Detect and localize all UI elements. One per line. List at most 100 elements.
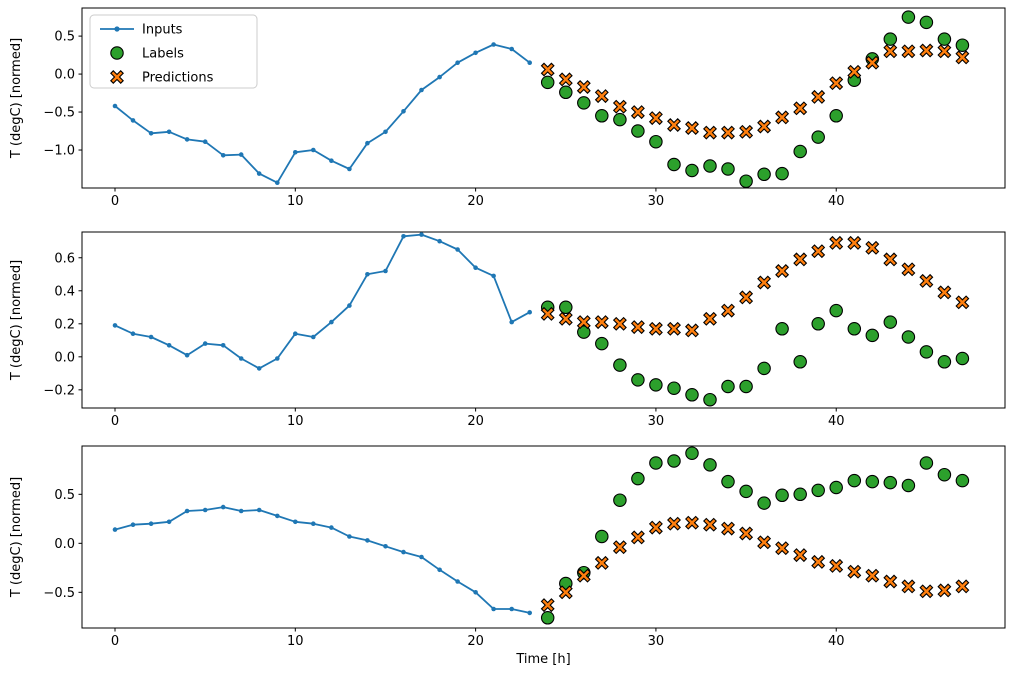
labels-marker bbox=[775, 488, 789, 503]
predictions-marker bbox=[576, 80, 591, 94]
predictions-marker bbox=[612, 316, 627, 331]
x-tick-label: 20 bbox=[467, 414, 484, 429]
inputs-marker bbox=[220, 504, 226, 510]
labels-marker bbox=[955, 351, 970, 366]
legend-item-label: Inputs bbox=[142, 23, 183, 38]
labels-marker bbox=[631, 471, 645, 486]
inputs-marker bbox=[491, 273, 496, 279]
labels-marker bbox=[829, 303, 843, 318]
inputs-marker bbox=[220, 343, 226, 348]
predictions-marker bbox=[847, 235, 862, 250]
y-tick-label: 0.0 bbox=[54, 68, 75, 83]
inputs-marker bbox=[401, 109, 406, 114]
labels-marker bbox=[793, 487, 807, 502]
inputs-marker bbox=[130, 118, 136, 123]
inputs-marker bbox=[184, 508, 190, 514]
labels-marker bbox=[901, 330, 916, 344]
legend-item-label: Labels bbox=[142, 47, 184, 62]
predictions-marker bbox=[685, 121, 699, 135]
inputs-marker bbox=[509, 606, 514, 612]
labels-marker bbox=[703, 159, 717, 173]
legend: Inputs Labels Predictions bbox=[89, 14, 258, 89]
inputs-marker bbox=[347, 303, 352, 308]
predictions-marker bbox=[721, 303, 735, 318]
labels-marker bbox=[919, 345, 934, 359]
x-tick-label: 40 bbox=[828, 634, 845, 649]
x-tick-label: 40 bbox=[828, 194, 845, 209]
labels-marker bbox=[847, 473, 862, 488]
labels-marker bbox=[865, 474, 880, 489]
legend-labels-marker bbox=[110, 46, 124, 60]
inputs-marker bbox=[112, 103, 118, 109]
labels-marker bbox=[739, 174, 753, 188]
predictions-marker bbox=[540, 306, 555, 321]
inputs-marker bbox=[365, 272, 370, 277]
predictions-marker bbox=[612, 99, 627, 114]
predictions-marker bbox=[685, 515, 699, 530]
axes-frame bbox=[81, 7, 1006, 189]
labels-marker bbox=[721, 162, 735, 176]
inputs-marker bbox=[256, 171, 262, 176]
inputs-marker bbox=[473, 265, 478, 271]
y-axis-label: T (degC) [normed] bbox=[9, 477, 24, 598]
x-tick-label: 20 bbox=[467, 634, 484, 649]
predictions-marker bbox=[811, 89, 826, 104]
y-axis-label: T (degC) [normed] bbox=[9, 260, 24, 381]
x-tick-label: 30 bbox=[648, 194, 665, 209]
legend-box bbox=[89, 14, 258, 89]
labels-marker bbox=[540, 611, 555, 625]
x-tick-label: 0 bbox=[111, 634, 119, 649]
inputs-marker bbox=[148, 334, 154, 340]
labels-marker bbox=[595, 529, 609, 544]
y-tick-label: −0.5 bbox=[43, 106, 75, 121]
labels-marker bbox=[703, 392, 717, 407]
labels-marker bbox=[829, 480, 843, 495]
predictions-marker bbox=[739, 526, 754, 541]
labels-marker bbox=[739, 379, 753, 394]
inputs-marker bbox=[238, 508, 244, 514]
labels-marker bbox=[703, 458, 717, 472]
inputs-marker bbox=[202, 341, 208, 346]
predictions-marker bbox=[937, 583, 952, 598]
predictions-marker bbox=[883, 44, 898, 59]
inputs-marker bbox=[401, 549, 406, 555]
y-tick-label: 0.4 bbox=[54, 284, 75, 299]
inputs-marker bbox=[166, 129, 172, 135]
predictions-marker bbox=[757, 119, 772, 134]
labels-marker bbox=[757, 496, 771, 510]
predictions-marker bbox=[667, 516, 681, 531]
x-tick-label: 20 bbox=[467, 194, 484, 209]
inputs-marker bbox=[329, 525, 334, 530]
predictions-marker bbox=[594, 315, 609, 330]
y-tick-label: 0.2 bbox=[54, 317, 75, 332]
labels-marker bbox=[685, 446, 699, 460]
y-tick-label: 0.0 bbox=[54, 537, 75, 552]
predictions-marker bbox=[648, 111, 663, 126]
labels-marker bbox=[739, 484, 753, 499]
inputs-marker bbox=[220, 153, 226, 158]
legend-item-label: Predictions bbox=[142, 71, 214, 86]
inputs-line bbox=[114, 43, 531, 184]
labels-marker bbox=[937, 32, 952, 46]
predictions-marker bbox=[757, 275, 772, 290]
predictions-marker bbox=[829, 235, 844, 250]
inputs-marker bbox=[491, 42, 496, 47]
labels-marker bbox=[955, 473, 970, 488]
inputs-marker bbox=[383, 544, 388, 549]
inputs-marker bbox=[329, 319, 334, 325]
labels-marker bbox=[559, 300, 573, 315]
predictions-marker bbox=[576, 568, 591, 583]
inputs-marker bbox=[184, 352, 190, 358]
labels-marker bbox=[811, 317, 825, 331]
predictions-marker bbox=[865, 568, 880, 583]
x-tick-label: 10 bbox=[287, 414, 304, 429]
labels-marker bbox=[775, 322, 789, 336]
labels-marker bbox=[613, 493, 627, 507]
predictions-marker bbox=[901, 44, 916, 59]
y-tick-label: 0.6 bbox=[54, 251, 75, 266]
predictions-marker bbox=[955, 50, 970, 65]
predictions-marker bbox=[667, 118, 681, 132]
inputs-marker bbox=[401, 234, 406, 239]
predictions-marker bbox=[721, 521, 735, 536]
